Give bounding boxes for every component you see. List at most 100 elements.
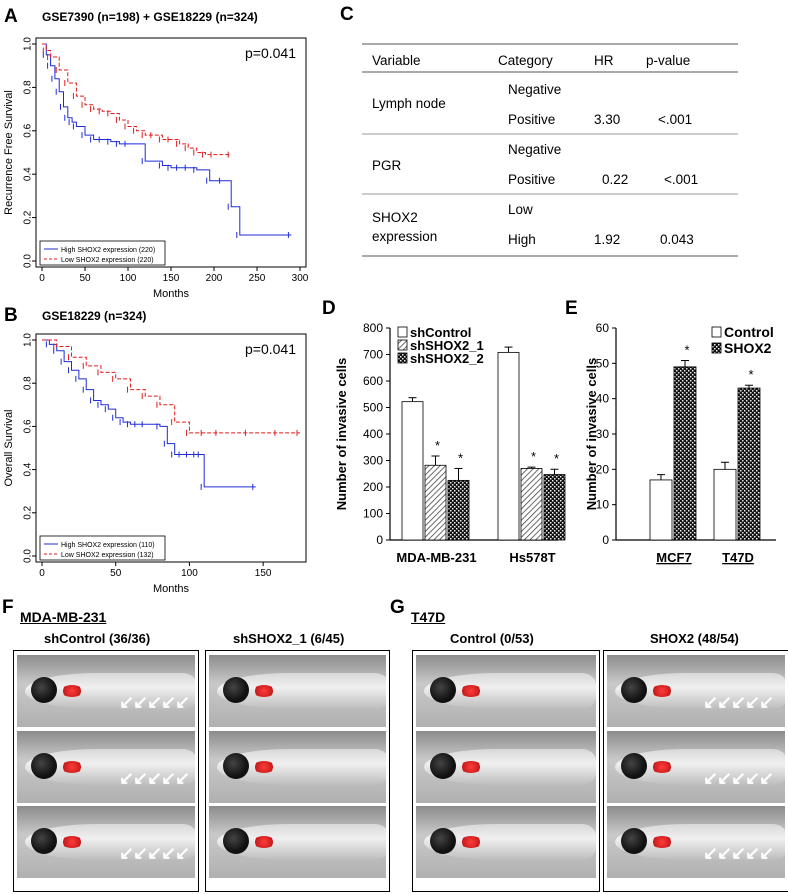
y-tick-label: 20 (596, 462, 610, 476)
y-axis-label: Overall Survival (3, 409, 15, 486)
zebrafish-eye (223, 677, 249, 703)
panel-b-survival-plot: 0.0 0.2 0.4 0.6 0.8 1.0 0 50 100 150 Months Overall… (3, 333, 307, 595)
arrow-icon: ↙ (133, 768, 149, 788)
panel-label-c: C (340, 4, 354, 25)
y-tick-label: 0.4 (23, 462, 34, 476)
zebrafish-image (209, 655, 386, 727)
arrow-icon: ↙ (175, 843, 191, 863)
table-category: Negative (508, 82, 562, 97)
table-variable-shox2: SHOX2 expression (372, 210, 438, 244)
zebrafish-eye (430, 677, 456, 703)
p-value: p=0.041 (245, 341, 296, 357)
legend-swatch (711, 342, 722, 354)
table-category: Positive (508, 112, 556, 127)
zebrafish-image: ↙ ↙ ↙ ↙ ↙ (17, 806, 195, 878)
y-tick-label: 0.8 (23, 80, 34, 94)
panel-label-b: B (4, 305, 18, 326)
tumor-cells (460, 761, 482, 773)
arrow-icon: ↙ (161, 768, 177, 788)
zebrafish-eye (621, 828, 647, 854)
legend-label: Low SHOX2 expression (220) (61, 257, 154, 264)
significance-star: * (684, 343, 689, 358)
bar-Control (713, 468, 737, 541)
arrow-icon: ↙ (759, 843, 775, 863)
legend-label: shSHOX2_2 (410, 351, 484, 366)
y-tick-label: 40 (596, 392, 610, 406)
panel-g-cell-line: T47D (411, 609, 446, 625)
y-axis-label: Recurrence Free Survival (3, 90, 15, 215)
zebrafish-eye (430, 828, 456, 854)
y-tick-label: 400 (363, 427, 383, 441)
y-tick-label: 0.4 (23, 167, 34, 181)
table-category: Negative (508, 142, 562, 157)
zebrafish-image (416, 731, 596, 803)
y-tick-label: 800 (363, 321, 383, 335)
zebrafish-eye (223, 753, 249, 779)
panel-label-e: E (565, 298, 578, 319)
bar-shSHOX2_1 (424, 464, 447, 541)
arrow-icon: ↙ (703, 692, 719, 712)
y-tick-label: 200 (363, 480, 383, 494)
y-tick-label: 100 (363, 507, 383, 521)
zebrafish-image: ↙ ↙ ↙ ↙ ↙ (607, 806, 785, 878)
zebrafish-image: ↙ ↙ ↙ ↙ ↙ (607, 731, 785, 803)
bar-shSHOX2_2 (543, 474, 566, 541)
arrow-icon: ↙ (161, 843, 177, 863)
zebrafish-eye (223, 828, 249, 854)
y-tick-label: 1.0 (23, 333, 34, 347)
x-axis-label: Months (153, 288, 190, 300)
x-tick-label: 100 (120, 273, 137, 284)
panel-label-d: D (322, 298, 336, 319)
arrow-icon: ↙ (119, 692, 135, 712)
panel-a-survival-plot: 0.0 0.2 0.4 0.6 0.8 1.0 0 50 100 150 200 250 300 Mont… (3, 37, 309, 300)
y-tick-label: 0.2 (23, 505, 34, 519)
category-label: MCF7 (656, 550, 691, 565)
survival-curve-low (42, 43, 232, 156)
bar-shSHOX2_1 (520, 468, 543, 541)
zebrafish-image (416, 806, 596, 878)
y-tick-label: 300 (363, 454, 383, 468)
significance-star: * (748, 367, 753, 382)
y-tick-label: 50 (596, 356, 610, 370)
arrow-icon: ↙ (133, 692, 149, 712)
tumor-cells (61, 761, 83, 773)
x-axis-label: Months (153, 583, 190, 595)
table-header-hr: HR (594, 53, 614, 68)
x-tick-label: 250 (249, 273, 266, 284)
table-category: Low (508, 202, 533, 217)
table-pvalue: <.001 (658, 112, 693, 127)
x-tick-label: 300 (292, 273, 309, 284)
legend-swatch (397, 339, 408, 351)
x-tick-label: 0 (39, 568, 45, 579)
table-category: Positive (508, 172, 556, 187)
y-tick-label: 30 (596, 427, 610, 441)
y-tick-label: 0.0 (23, 549, 34, 563)
bar-SHOX2 (737, 387, 761, 541)
table-header-pvalue: p-value (646, 53, 691, 68)
tumor-cells (460, 685, 482, 697)
panel-b-title: GSE18229 (n=324) (42, 309, 147, 323)
panel-g-left-title: Control (0/53) (450, 631, 534, 646)
y-tick-label: 700 (363, 348, 383, 362)
x-tick-label: 50 (110, 568, 122, 579)
zebrafish-image (209, 806, 386, 878)
category-label: T47D (722, 550, 754, 565)
arrow-icon: ↙ (147, 843, 163, 863)
y-tick-label: 0.6 (23, 419, 34, 433)
y-tick-label: 1.0 (23, 37, 34, 51)
x-tick-label: 50 (79, 273, 91, 284)
legend-label: High SHOX2 expression (110) (61, 542, 155, 549)
zebrafish-image: ↙ ↙ ↙ ↙ ↙ (17, 655, 195, 727)
category-label: MDA-MB-231 (396, 550, 476, 565)
y-tick-label: 0.6 (23, 123, 34, 137)
survival-curve-low (42, 339, 300, 434)
arrow-icon: ↙ (731, 768, 747, 788)
panel-f-right-title: shSHOX2_1 (6/45) (233, 631, 345, 646)
arrow-icon: ↙ (703, 768, 719, 788)
arrow-icon: ↙ (759, 768, 775, 788)
significance-star: * (554, 451, 559, 466)
panel-label-f: F (2, 597, 14, 618)
arrow-icon: ↙ (717, 843, 733, 863)
panel-label-g: G (390, 597, 405, 618)
legend-swatch (397, 326, 408, 338)
